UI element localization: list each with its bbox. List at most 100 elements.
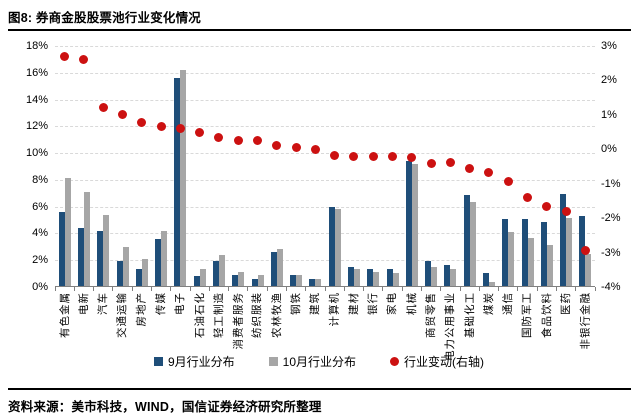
x-axis-tick-icon xyxy=(440,287,442,291)
legend-label-september: 9月行业分布 xyxy=(167,355,235,369)
source-note: 资料来源：美市科技，WIND，国信证券经济研究所整理 xyxy=(8,400,322,414)
right-axis-tick-label: 0% xyxy=(601,143,617,156)
right-axis-tick-label: 3% xyxy=(601,40,617,52)
october-bar xyxy=(315,279,322,286)
october-bar xyxy=(199,268,206,286)
legend-label-change: 行业变动(右轴) xyxy=(404,355,485,369)
change-dot xyxy=(580,246,590,256)
category-label: 煤炭 xyxy=(482,292,495,315)
change-dot xyxy=(368,151,378,161)
october-bar xyxy=(546,244,553,286)
category-label: 农林牧渔 xyxy=(270,292,283,338)
category-label: 家电 xyxy=(386,292,399,315)
gridline xyxy=(55,260,595,262)
october-bar xyxy=(334,209,341,286)
october-bar xyxy=(83,192,90,286)
change-dot xyxy=(330,150,340,160)
x-axis-tick-icon xyxy=(170,287,172,291)
change-dot xyxy=(484,168,494,178)
category-label: 汽车 xyxy=(97,292,110,315)
change-dot xyxy=(291,143,301,153)
category-label: 电力公用事业 xyxy=(444,292,457,361)
change-dot xyxy=(137,117,147,127)
x-axis-tick-icon xyxy=(555,287,557,291)
left-axis-tick-label: 10% xyxy=(25,147,48,160)
right-axis-tick-label: -4% xyxy=(601,281,621,293)
x-axis-tick-icon xyxy=(382,287,384,291)
category-label: 商贸零售 xyxy=(425,292,438,338)
x-axis-tick-icon xyxy=(478,287,480,291)
september-bar xyxy=(270,251,277,286)
change-dot xyxy=(156,122,166,132)
figure-title: 图8: 券商金股股票池行业变化情况 xyxy=(8,11,201,25)
gridline xyxy=(55,126,595,128)
x-axis-tick-icon xyxy=(228,287,230,291)
x-axis-tick-icon xyxy=(459,287,461,291)
gridline xyxy=(55,233,595,235)
left-axis-tick-label: 18% xyxy=(25,40,48,52)
gridline xyxy=(55,46,595,47)
category-label: 传媒 xyxy=(155,292,168,315)
x-axis-tick-icon xyxy=(285,287,287,291)
september-bar xyxy=(502,219,509,286)
left-axis-tick-label: 6% xyxy=(32,200,48,213)
october-bar xyxy=(180,70,187,286)
category-label: 非银行金融 xyxy=(579,292,592,350)
september-bar xyxy=(174,78,181,286)
change-dot xyxy=(388,152,397,162)
september-bar xyxy=(212,260,219,286)
x-axis-tick-icon xyxy=(247,287,249,291)
october-bar xyxy=(469,202,476,286)
september-bar xyxy=(58,212,65,286)
september-bar xyxy=(116,260,123,286)
october-bar xyxy=(508,231,515,286)
change-series-dot-icon xyxy=(390,357,400,366)
change-dot xyxy=(253,136,262,146)
x-axis-tick-icon xyxy=(208,287,210,291)
change-dot xyxy=(310,144,320,154)
october-bar xyxy=(103,215,110,286)
legend-item-september: 9月行业分布 xyxy=(153,353,235,370)
change-dot xyxy=(214,132,224,142)
gridline xyxy=(55,72,595,74)
september-bar xyxy=(405,161,412,286)
change-dot xyxy=(503,177,513,187)
plot-area xyxy=(54,46,596,291)
x-axis-tick-icon xyxy=(189,287,191,291)
category-label: 建筑 xyxy=(309,292,322,315)
left-axis-tick-label: 14% xyxy=(25,93,48,106)
right-axis-tick-label: 2% xyxy=(601,74,617,87)
chart-legend: 9月行业分布 10月行业分布 行业变动(右轴) xyxy=(0,353,638,370)
september-bar xyxy=(521,219,528,286)
gridline xyxy=(55,99,595,101)
october-bar xyxy=(527,237,534,286)
change-dot xyxy=(175,124,185,134)
category-label: 计算机 xyxy=(328,292,341,327)
september-bar xyxy=(540,221,547,286)
x-axis-tick-icon xyxy=(54,287,56,291)
september-bar xyxy=(232,275,239,286)
x-axis-tick-icon xyxy=(131,287,133,291)
october-bar xyxy=(141,259,148,286)
september-bar xyxy=(77,228,84,286)
title-divider xyxy=(8,29,631,31)
change-dot xyxy=(465,164,475,174)
october-bar xyxy=(450,268,457,286)
september-series-swatch-icon xyxy=(153,357,163,366)
october-bar xyxy=(296,274,303,286)
gridline xyxy=(55,179,595,181)
category-label: 轻工制造 xyxy=(212,292,225,338)
category-label: 医药 xyxy=(560,292,573,315)
x-axis-tick-icon xyxy=(73,287,75,291)
category-label: 基础化工 xyxy=(463,292,476,338)
october-bar xyxy=(353,268,360,286)
september-bar xyxy=(347,266,354,286)
category-label: 钢铁 xyxy=(290,292,303,315)
october-bar xyxy=(566,218,573,286)
legend-item-october: 10月行业分布 xyxy=(268,353,356,370)
category-label: 石油石化 xyxy=(193,292,206,338)
change-dot xyxy=(445,157,455,167)
change-dot xyxy=(233,136,243,146)
right-axis-tick-label: -2% xyxy=(601,212,621,225)
october-bar xyxy=(64,177,71,286)
